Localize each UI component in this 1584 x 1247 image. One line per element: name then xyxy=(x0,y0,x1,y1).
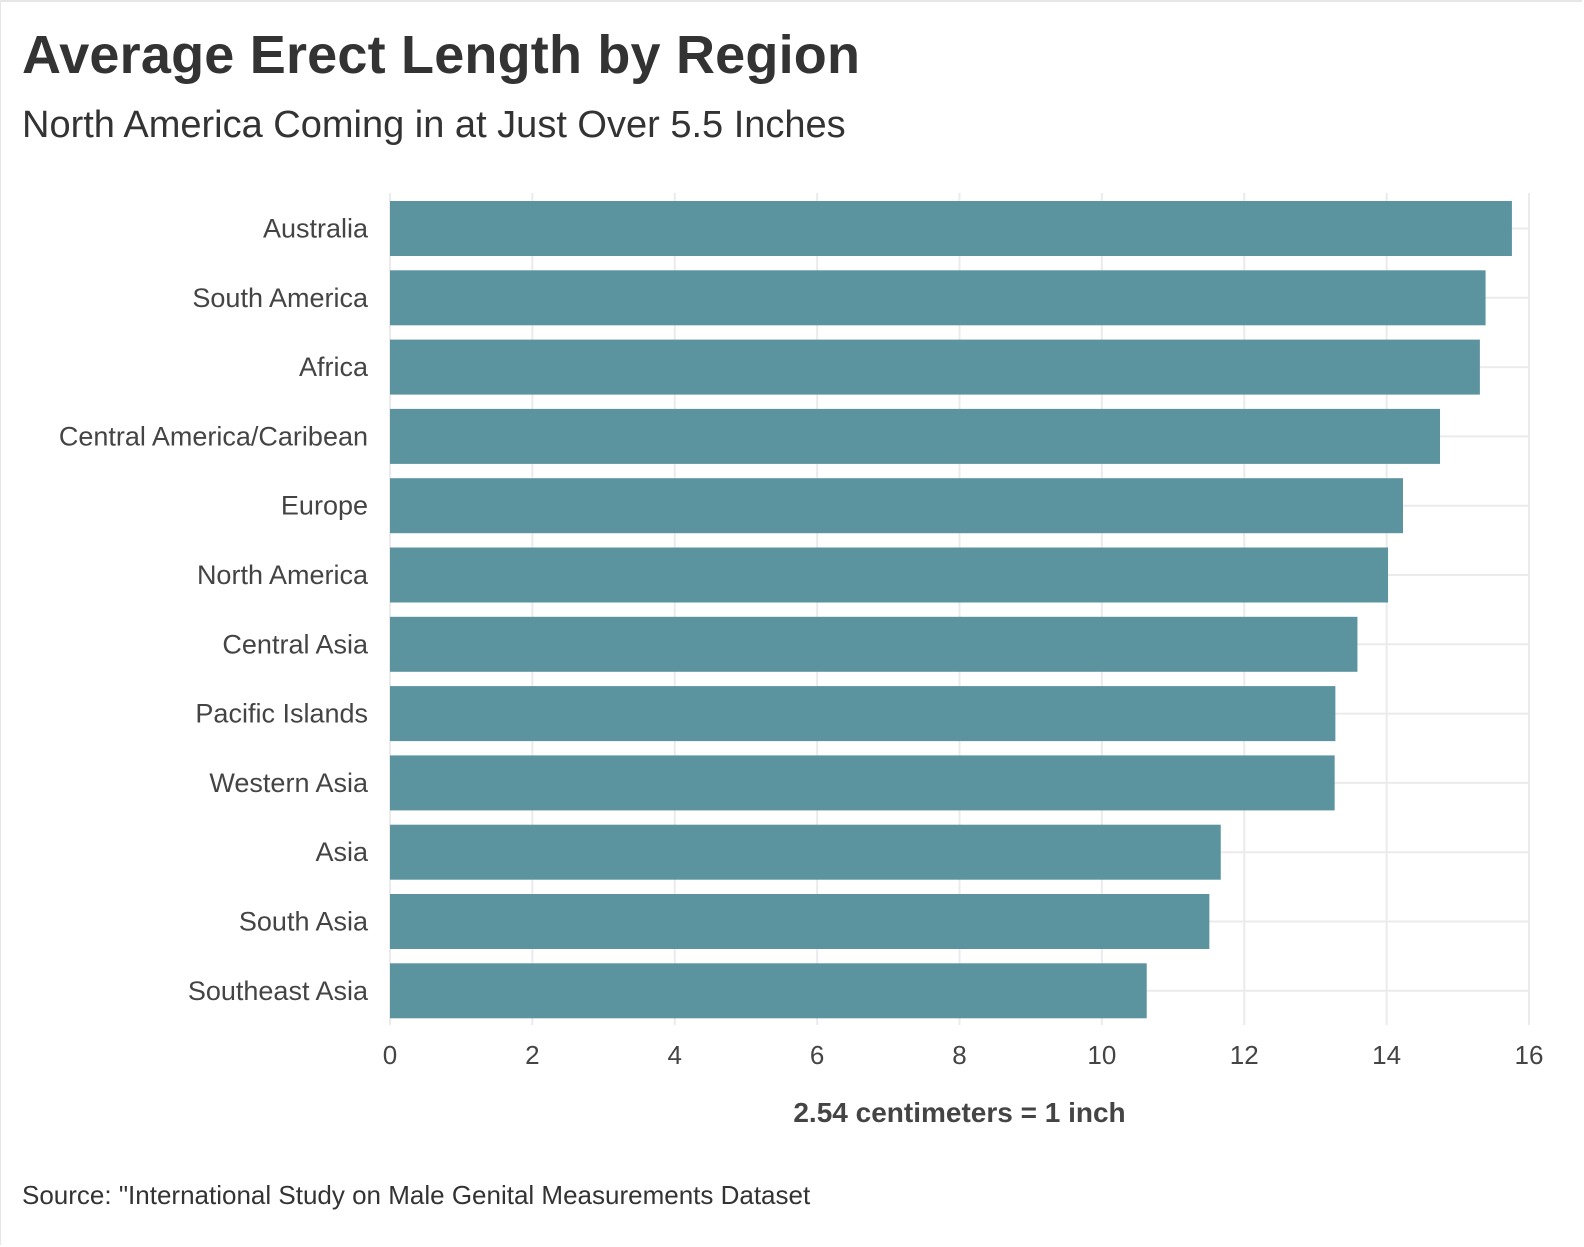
x-axis-title: 2.54 centimeters = 1 inch xyxy=(793,1097,1125,1128)
chart-title: Average Erect Length by Region xyxy=(22,25,861,85)
x-tick-label: 12 xyxy=(1230,1040,1259,1070)
category-label: Africa xyxy=(299,352,369,382)
bar xyxy=(390,686,1336,742)
category-label: North America xyxy=(197,560,369,590)
x-tick-label: 8 xyxy=(952,1040,966,1070)
category-label: Southeast Asia xyxy=(188,976,369,1006)
bars xyxy=(390,201,1512,1019)
category-label: Asia xyxy=(315,837,369,867)
bar xyxy=(390,616,1358,672)
x-tick-label: 14 xyxy=(1372,1040,1401,1070)
bar xyxy=(390,824,1221,880)
bar xyxy=(390,547,1389,603)
category-label: Europe xyxy=(281,491,368,521)
bar xyxy=(390,963,1147,1019)
category-label: South America xyxy=(192,283,369,313)
category-labels: Australia South America Africa Central Amer… xyxy=(59,214,369,1006)
x-tick-label: 10 xyxy=(1087,1040,1116,1070)
bar xyxy=(390,478,1403,534)
category-label: Pacific Islands xyxy=(195,699,368,729)
bar xyxy=(390,201,1512,256)
category-label: Central Asia xyxy=(222,629,369,659)
category-label: South Asia xyxy=(239,907,369,937)
chart-caption: Source: "International Study on Male Gen… xyxy=(22,1180,811,1210)
category-label: Australia xyxy=(263,214,369,244)
x-tick-label: 2 xyxy=(525,1040,539,1070)
x-tick-label: 16 xyxy=(1515,1040,1544,1070)
bar xyxy=(390,339,1480,395)
bar xyxy=(390,755,1335,811)
category-label: Western Asia xyxy=(209,768,369,798)
bar xyxy=(390,408,1441,464)
x-tick-label: 4 xyxy=(668,1040,682,1070)
chart-subtitle: North America Coming in at Just Over 5.5… xyxy=(22,104,846,146)
x-tick-label: 6 xyxy=(810,1040,824,1070)
x-tick-label: 0 xyxy=(383,1040,397,1070)
bar xyxy=(390,270,1486,326)
category-label: Central America/Caribean xyxy=(59,421,368,451)
x-tick-labels: 0 2 4 6 8 10 12 14 16 xyxy=(383,1040,1544,1070)
bar xyxy=(390,894,1210,949)
